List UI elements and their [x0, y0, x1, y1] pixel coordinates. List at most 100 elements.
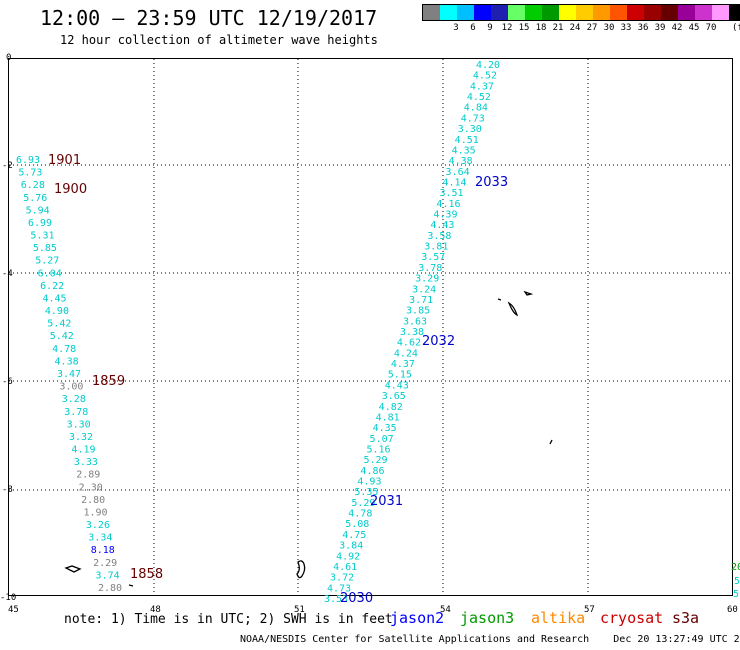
swh-value: 5.16 [367, 444, 391, 455]
swh-value: 5.42 [50, 331, 74, 342]
swh-value: 3.24 [412, 284, 436, 295]
swh-value: 5.07 [370, 434, 394, 445]
legend-tick-label: 3 [453, 23, 459, 33]
swh-value: 4.14 [443, 177, 467, 188]
swh-value: 3.84 [339, 541, 363, 552]
island-outline [523, 290, 534, 296]
swh-value: 5.42 [47, 319, 71, 330]
swh-value: 5.29 [363, 455, 387, 466]
swh-value: 4.75 [342, 530, 366, 541]
legend-tick-label: 27 [586, 23, 598, 33]
swh-value-partial: 5 [733, 589, 739, 600]
swh-value: 3.64 [446, 167, 470, 178]
legend-tick-label: 36 [637, 23, 649, 33]
swh-value: 3.38 [400, 327, 424, 338]
x-axis-tick-label: 45 [8, 605, 19, 615]
satellite-legend-item: jason3 [460, 609, 515, 627]
legend-swatch [593, 5, 610, 20]
legend-swatch [474, 5, 491, 20]
y-axis-tick-label: -4 [2, 269, 13, 279]
pass-time-label: 1901 [48, 153, 81, 168]
swh-value: 2.80 [81, 495, 105, 506]
swh-value: 4.73 [327, 583, 351, 594]
legend-swatch [542, 5, 559, 20]
swh-value: 4.37 [391, 359, 415, 370]
swh-value: 2.29 [93, 558, 117, 569]
swh-value: 3.81 [424, 242, 448, 253]
swh-value: 4.43 [430, 220, 454, 231]
swh-value-partial: 20 [731, 562, 740, 573]
swh-value: 3.71 [409, 295, 433, 306]
swh-value: 8.18 [91, 545, 115, 556]
legend-swatch [508, 5, 525, 20]
credit-line: NOAA/NESDIS Center for Satellite Applica… [240, 634, 740, 645]
legend-tick-label: 33 [620, 23, 632, 33]
pass-time-label: 2032 [422, 334, 455, 349]
swh-value: 4.38 [55, 356, 79, 367]
swh-value: 5.31 [30, 231, 54, 242]
swh-value: 5.15 [388, 370, 412, 381]
swh-value: 6.99 [28, 218, 52, 229]
swh-value: 5.35 [354, 487, 378, 498]
swh-value: 3.58 [427, 231, 451, 242]
island-outline [507, 301, 519, 317]
map-subtitle: 12 hour collection of altimeter wave hei… [60, 33, 378, 47]
swh-value: 3.65 [382, 391, 406, 402]
swh-value: 4.82 [379, 402, 403, 413]
y-axis-tick-label: -2 [2, 161, 13, 171]
swh-value: 4.52 [467, 92, 491, 103]
legend-swatch [627, 5, 644, 20]
legend-swatch [457, 5, 474, 20]
swh-value: 5.85 [33, 243, 57, 254]
swh-value: 4.37 [470, 81, 494, 92]
legend-tick-label: 21 [552, 23, 564, 33]
swh-value: 4.16 [436, 199, 460, 210]
swh-value: 4.73 [461, 113, 485, 124]
swh-value: 4.92 [336, 551, 360, 562]
x-axis-tick-label: 48 [150, 605, 161, 615]
legend-unit: (ft) [732, 23, 740, 33]
swh-value: 3.30 [458, 124, 482, 135]
pass-time-label: 2031 [370, 494, 403, 509]
legend-tick-label: 12 [501, 23, 513, 33]
swh-value: 4.52 [473, 71, 497, 82]
y-axis-tick-label: -6 [2, 377, 13, 387]
swh-value: 5.29 [351, 498, 375, 509]
swh-value: 5.94 [26, 205, 50, 216]
swh-value: 5.08 [345, 519, 369, 530]
y-axis-tick-label: 0 [6, 53, 11, 63]
swh-value: 4.86 [360, 466, 384, 477]
swh-value: 4.84 [464, 103, 488, 114]
swh-value: 1.90 [83, 507, 107, 518]
swh-value: 4.35 [373, 423, 397, 434]
swh-value: 4.39 [433, 210, 457, 221]
legend-tick-label: 15 [518, 23, 530, 33]
swh-value: 3.28 [62, 394, 86, 405]
legend-tick-label: 39 [654, 23, 666, 33]
swh-value: 4.38 [449, 156, 473, 167]
island-outline [497, 298, 502, 301]
swh-value: 4.78 [52, 344, 76, 355]
pass-time-label: 1859 [92, 374, 125, 389]
pass-time-label: 2033 [475, 175, 508, 190]
swh-value: 3.78 [418, 263, 442, 274]
swh-value: 4.35 [452, 145, 476, 156]
legend-tick-label: 42 [671, 23, 683, 33]
legend-swatch [440, 5, 457, 20]
swh-value: 2.30 [79, 482, 103, 493]
island-outline [64, 565, 82, 573]
swh-value: 4.43 [385, 380, 409, 391]
swh-value: 3.30 [67, 419, 91, 430]
swh-value: 4.61 [333, 562, 357, 573]
swh-value: 2.89 [76, 470, 100, 481]
legend-swatch [661, 5, 678, 20]
legend-tick-label: 18 [535, 23, 547, 33]
satellite-legend-item: cryosat [600, 609, 664, 627]
swh-value: 3.72 [330, 573, 354, 584]
island-outline [128, 584, 134, 587]
pass-time-label: 1858 [130, 567, 163, 582]
y-axis-tick-label: -10 [0, 593, 16, 603]
swh-value: 3.78 [64, 407, 88, 418]
swh-value: 5.73 [18, 168, 42, 179]
